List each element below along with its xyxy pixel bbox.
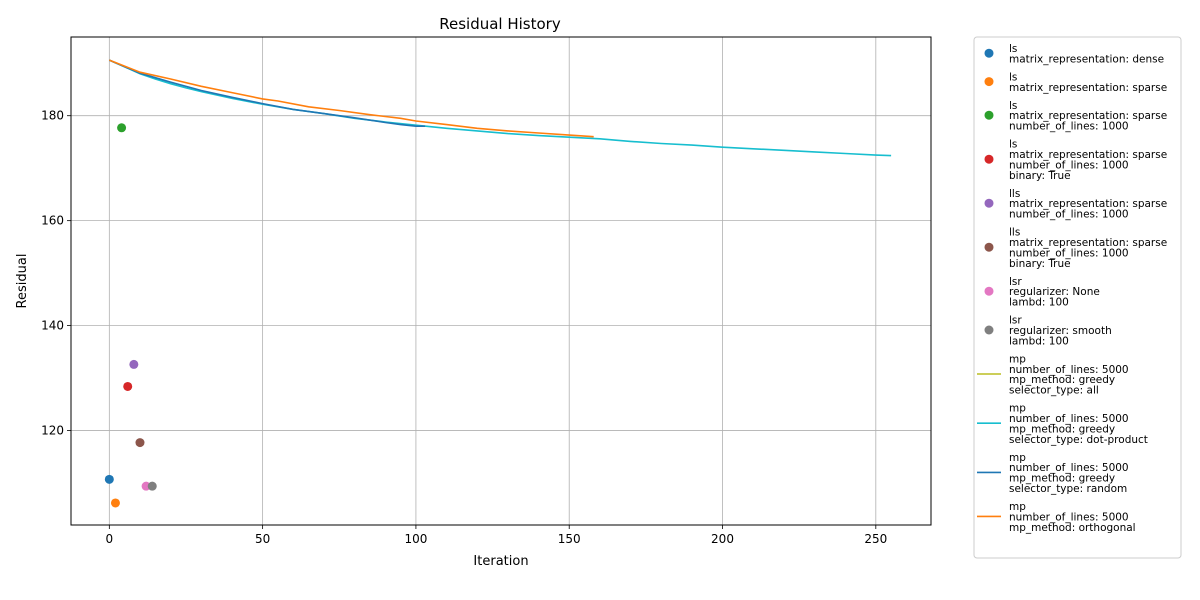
legend-label: lambd: 100 xyxy=(1009,335,1069,347)
legend-label: regularizer: None xyxy=(1009,286,1100,298)
legend-label: number_of_lines: 1000 xyxy=(1009,247,1129,259)
legend-label: matrix_representation: dense xyxy=(1009,53,1164,65)
plot-frame xyxy=(70,36,932,526)
legend-label: number_of_lines: 1000 xyxy=(1009,209,1129,221)
data-point-5 xyxy=(135,438,145,448)
legend-label: mp_method: greedy xyxy=(1009,374,1115,386)
y-axis-ticks: 120 140 160 180 xyxy=(41,109,71,438)
data-point-1 xyxy=(110,498,120,508)
legend-label: lls xyxy=(1009,227,1020,239)
legend-label: mp_method: greedy xyxy=(1009,473,1115,485)
x-tick-label: 150 xyxy=(558,532,581,546)
legend-label: matrix_representation: sparse xyxy=(1009,110,1167,122)
data-point-4 xyxy=(129,359,139,369)
y-tick-label: 140 xyxy=(41,319,64,333)
legend-label: ls xyxy=(1009,43,1017,55)
legend-label: lambd: 100 xyxy=(1009,297,1069,309)
legend-label: number_of_lines: 1000 xyxy=(1009,159,1129,171)
legend-label: binary: True xyxy=(1009,170,1071,182)
legend-label: mp xyxy=(1009,353,1026,365)
legend-label: number_of_lines: 1000 xyxy=(1009,121,1129,133)
legend-label: mp xyxy=(1009,452,1026,464)
legend-label: matrix_representation: sparse xyxy=(1009,82,1167,94)
legend-label: ls xyxy=(1009,100,1017,112)
legend-label: matrix_representation: sparse xyxy=(1009,198,1167,210)
legend-label: regularizer: smooth xyxy=(1009,325,1112,337)
legend-marker xyxy=(984,77,994,87)
legend-frame xyxy=(973,36,1182,559)
legend-label: selector_type: dot-product xyxy=(1009,434,1148,446)
series-line-10 xyxy=(108,59,426,127)
legend-label: number_of_lines: 5000 xyxy=(1009,511,1129,523)
data-point-3 xyxy=(123,381,133,391)
legend-label: mp_method: orthogonal xyxy=(1009,522,1136,534)
series-lines xyxy=(108,59,892,157)
legend-label: mp xyxy=(1009,501,1026,513)
series-line-11 xyxy=(109,59,594,138)
series-line-9 xyxy=(108,59,892,157)
legend-label: selector_type: random xyxy=(1009,483,1127,495)
x-axis-ticks: 0 50 100 150 200 250 xyxy=(106,525,887,546)
legend-label: selector_type: all xyxy=(1009,385,1099,397)
legend-label: lls xyxy=(1009,188,1020,200)
legend-marker xyxy=(984,242,994,252)
legend-label: number_of_lines: 5000 xyxy=(1009,364,1129,376)
legend-label: binary: True xyxy=(1009,258,1071,270)
x-tick-label: 50 xyxy=(255,532,270,546)
legend-label: ls xyxy=(1009,139,1017,151)
x-tick-label: 250 xyxy=(864,532,887,546)
y-axis-label: Residual xyxy=(15,254,30,309)
legend-label: lsr xyxy=(1009,315,1022,327)
legend-marker xyxy=(984,48,994,58)
legend-label: matrix_representation: sparse xyxy=(1009,237,1167,249)
legend-marker xyxy=(984,154,994,164)
data-point-0 xyxy=(104,474,114,484)
x-tick-label: 100 xyxy=(404,532,427,546)
legend-label: matrix_representation: sparse xyxy=(1009,149,1167,161)
legend-label: ls xyxy=(1009,71,1017,83)
legend-marker xyxy=(984,110,994,120)
x-tick-label: 0 xyxy=(106,532,114,546)
legend-label: number_of_lines: 5000 xyxy=(1009,413,1129,425)
legend-label: mp xyxy=(1009,403,1026,415)
legend-marker xyxy=(984,325,994,335)
y-tick-label: 120 xyxy=(41,424,64,438)
legend-label: number_of_lines: 5000 xyxy=(1009,462,1129,474)
y-tick-label: 160 xyxy=(41,214,64,228)
data-point-7 xyxy=(147,481,157,491)
legend-marker xyxy=(984,198,994,208)
x-axis-label: Iteration xyxy=(473,554,528,569)
chart-title: Residual History xyxy=(439,15,561,33)
legend-label: lsr xyxy=(1009,276,1022,288)
grid-lines xyxy=(71,37,931,525)
y-tick-label: 180 xyxy=(41,109,64,123)
data-point-2 xyxy=(117,123,127,133)
legend-label: mp_method: greedy xyxy=(1009,423,1115,435)
series-points xyxy=(104,123,157,508)
x-tick-label: 200 xyxy=(711,532,734,546)
legend-marker xyxy=(984,286,994,296)
